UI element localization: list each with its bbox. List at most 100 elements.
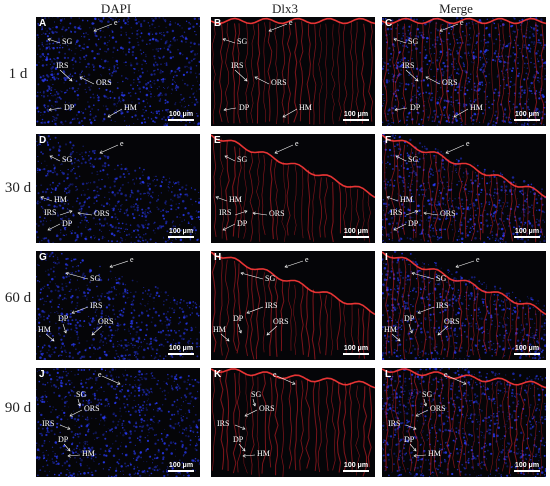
nucleus-dot [144, 121, 147, 124]
nucleus-dot [387, 161, 389, 164]
nucleus-dot [518, 299, 520, 301]
nucleus-dot [528, 36, 531, 39]
nucleus-dot [388, 163, 391, 166]
nucleus-dot [53, 205, 56, 208]
nucleus-dot [143, 338, 146, 341]
nucleus-dot [484, 75, 488, 78]
nucleus-dot [382, 65, 385, 68]
nucleus-dot [143, 348, 146, 352]
nucleus-dot [441, 78, 444, 82]
nucleus-dot [47, 333, 50, 337]
nucleus-dot [155, 175, 157, 178]
nucleus-dot [137, 208, 140, 211]
nucleus-dot [167, 211, 169, 213]
nucleus-dot [54, 171, 56, 173]
nucleus-dot [505, 68, 508, 71]
nucleus-dot [388, 79, 391, 82]
nucleus-dot [464, 324, 466, 327]
label-dp: DP [233, 314, 244, 323]
nucleus-dot [92, 96, 95, 99]
nucleus-dot [453, 295, 456, 298]
nucleus-dot [460, 124, 463, 126]
nucleus-dot [401, 321, 403, 323]
nucleus-dot [52, 42, 55, 44]
nucleus-dot [474, 179, 477, 182]
nucleus-dot [102, 344, 104, 346]
nucleus-dot [184, 207, 187, 210]
nucleus-dot [78, 208, 81, 211]
nucleus-dot [54, 188, 57, 191]
nucleus-dot [60, 121, 63, 124]
nucleus-dot [438, 237, 440, 239]
nucleus-dot [441, 68, 444, 71]
nucleus-dot [68, 281, 71, 284]
nucleus-dot [167, 190, 169, 192]
nucleus-dot [438, 189, 440, 192]
nucleus-dot [414, 261, 417, 264]
micrograph-image [36, 17, 200, 126]
column-header-dapi: DAPI [100, 1, 132, 16]
nucleus-dot [37, 345, 39, 348]
nucleus-dot [523, 240, 527, 243]
nucleus-dot [432, 235, 434, 237]
nucleus-dot [471, 88, 473, 90]
nucleus-dot [160, 69, 162, 72]
nucleus-dot [62, 18, 63, 20]
nucleus-dot [165, 63, 168, 67]
nucleus-dot [85, 305, 88, 308]
nucleus-dot [532, 75, 535, 79]
nucleus-dot [164, 40, 168, 44]
nucleus-dot [143, 212, 147, 216]
nucleus-dot [38, 281, 41, 283]
nucleus-dot [54, 276, 56, 278]
nucleus-dot [176, 301, 178, 303]
nucleus-dot [107, 334, 110, 337]
nucleus-dot [450, 320, 452, 323]
nucleus-dot [439, 53, 441, 55]
nucleus-dot [405, 41, 407, 43]
nucleus-dot [75, 185, 77, 188]
nucleus-dot [463, 110, 465, 112]
nucleus-dot [63, 322, 65, 324]
nucleus-dot [472, 202, 475, 205]
nucleus-dot [101, 334, 103, 337]
nucleus-dot [113, 67, 115, 69]
nucleus-dot [180, 298, 182, 301]
nucleus-dot [448, 76, 451, 79]
nucleus-dot [404, 60, 407, 62]
nucleus-dot [475, 90, 478, 92]
nucleus-dot [191, 101, 193, 104]
nucleus-dot [50, 92, 52, 95]
nucleus-dot [542, 219, 545, 222]
nucleus-dot [464, 283, 468, 286]
nucleus-dot [134, 291, 137, 293]
nucleus-dot [193, 53, 197, 56]
nucleus-dot [51, 70, 53, 73]
nucleus-dot [64, 52, 67, 55]
nucleus-dot [41, 94, 43, 97]
nucleus-dot [66, 298, 67, 300]
nucleus-dot [512, 309, 515, 312]
nucleus-dot [542, 338, 545, 341]
nucleus-dot [512, 30, 515, 33]
follicle-strand [471, 170, 476, 241]
nucleus-dot [524, 17, 526, 18]
nucleus-dot [88, 321, 90, 323]
nucleus-dot [466, 225, 468, 228]
nucleus-dot [152, 120, 155, 123]
nucleus-dot [60, 78, 62, 80]
nucleus-dot [100, 333, 102, 336]
nucleus-dot [185, 71, 188, 74]
nucleus-dot [51, 338, 54, 341]
nucleus-dot [407, 50, 410, 54]
nucleus-dot [118, 189, 121, 192]
nucleus-dot [194, 302, 197, 304]
nucleus-dot [412, 239, 414, 241]
nucleus-dot [65, 192, 68, 194]
nucleus-dot [127, 181, 130, 184]
nucleus-dot [54, 346, 57, 349]
nucleus-dot [142, 292, 144, 294]
nucleus-dot [450, 74, 452, 76]
nucleus-dot [153, 57, 156, 60]
nucleus-dot [397, 89, 400, 92]
